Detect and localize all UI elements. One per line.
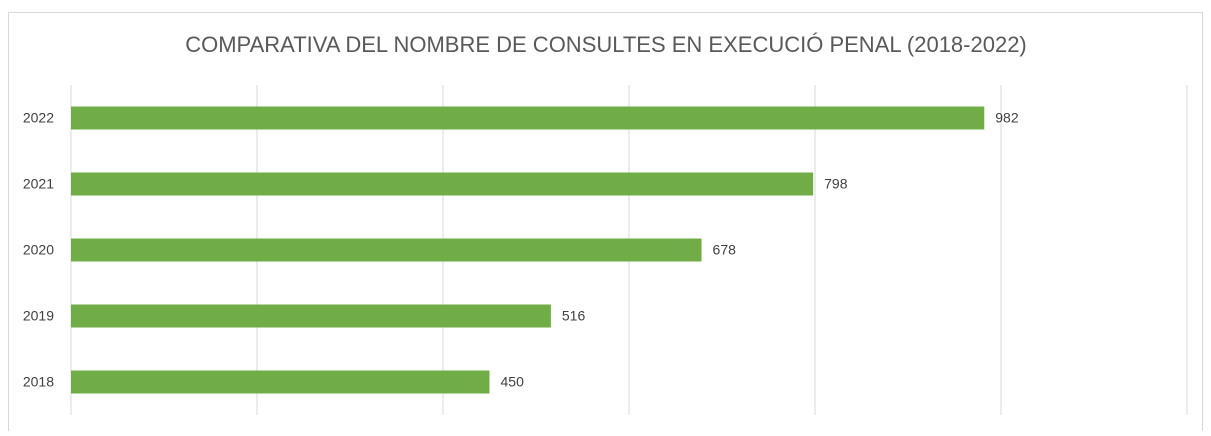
data-label: 516 <box>562 308 586 324</box>
bar <box>71 304 551 328</box>
chart-frame <box>8 12 1203 436</box>
bar <box>71 370 490 394</box>
data-label: 798 <box>824 176 848 192</box>
y-tick-label: 2020 <box>23 242 54 258</box>
bar <box>71 172 814 196</box>
data-label: 982 <box>995 110 1019 126</box>
chart-title: COMPARATIVA DEL NOMBRE DE CONSULTES EN E… <box>185 32 1027 57</box>
data-label: 678 <box>713 242 737 258</box>
y-tick-label: 2018 <box>23 374 54 390</box>
y-tick-label: 2019 <box>23 308 54 324</box>
bar <box>71 238 702 262</box>
data-label: 450 <box>501 374 525 390</box>
y-tick-label: 2022 <box>23 110 54 126</box>
y-tick-label: 2021 <box>23 176 54 192</box>
bar <box>71 106 985 130</box>
